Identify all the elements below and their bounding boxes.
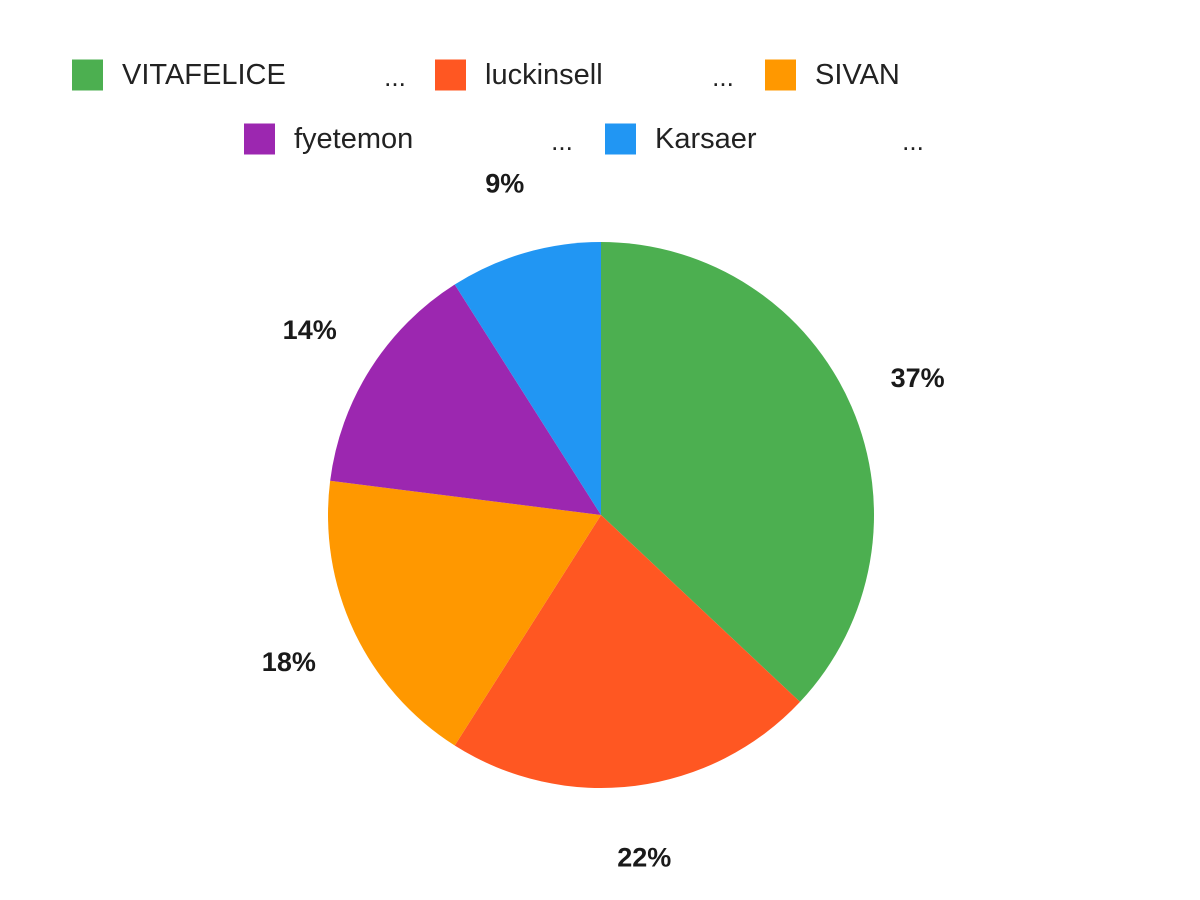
slice-label-karsaer: 9% — [485, 169, 524, 199]
slice-label-sivan: 18% — [262, 647, 316, 677]
legend-label-sivan: SIVAN — [815, 59, 900, 91]
legend-label-fyetemon: fyetemon — [294, 123, 413, 155]
pie-slice-fyetemon — [330, 284, 601, 515]
legend-swatch-sivan — [765, 59, 796, 91]
legend-item-fyetemon[interactable]: fyetemon... — [244, 123, 573, 156]
legend-swatch-karsaer — [605, 123, 636, 155]
chart-legend: VITAFELICE... luckinsell... SIVANfyetemon.… — [72, 59, 924, 156]
pie-slice-vitafelice — [601, 242, 874, 702]
legend-item-sivan[interactable]: SIVAN — [765, 59, 900, 91]
slice-label-luckinsell: 22% — [617, 842, 671, 872]
legend-label-luckinsell: luckinsell — [485, 59, 603, 91]
legend-label-vitafelice: VITAFELICE — [122, 59, 286, 91]
legend-swatch-luckinsell — [435, 59, 466, 91]
legend-ellipsis-fyetemon: ... — [551, 126, 573, 156]
pie-slice-sivan — [328, 480, 601, 746]
legend-ellipsis-karsaer: ... — [902, 126, 924, 156]
legend-swatch-vitafelice — [72, 59, 103, 91]
legend-item-vitafelice[interactable]: VITAFELICE... — [72, 59, 406, 92]
legend-item-luckinsell[interactable]: luckinsell... — [435, 59, 734, 92]
slice-label-vitafelice: 37% — [891, 363, 945, 393]
legend-ellipsis-luckinsell: ... — [712, 62, 734, 92]
pie-slices — [328, 242, 874, 788]
slice-label-fyetemon: 14% — [283, 315, 337, 345]
legend-label-karsaer: Karsaer — [655, 123, 757, 155]
legend-item-karsaer[interactable]: Karsaer... — [605, 123, 924, 156]
pie-slice-labels: 37% 22% 18% 14% 9% — [262, 169, 945, 873]
legend-swatch-fyetemon — [244, 123, 275, 155]
legend-ellipsis-vitafelice: ... — [384, 62, 406, 92]
pie-slice-karsaer — [454, 242, 601, 515]
pie-slice-luckinsell — [454, 515, 801, 788]
